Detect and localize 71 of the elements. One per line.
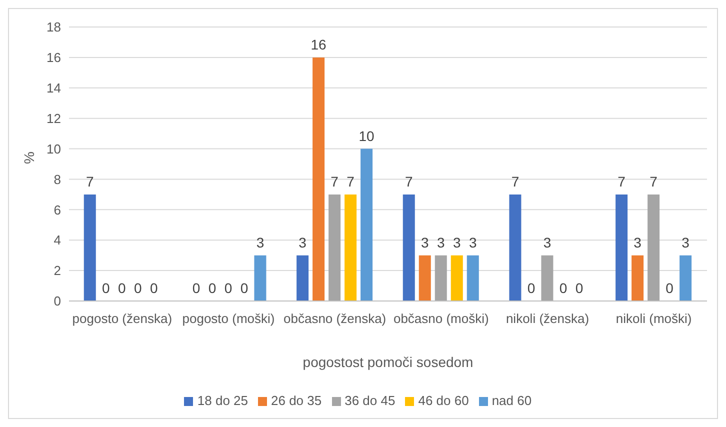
x-tick-label: nikoli (ženska) bbox=[506, 311, 590, 326]
bar bbox=[254, 255, 266, 301]
x-tick-label: pogosto (ženska) bbox=[72, 311, 172, 326]
bar bbox=[541, 255, 554, 301]
y-tick-label: 18 bbox=[46, 20, 61, 35]
bar bbox=[84, 194, 96, 301]
bar bbox=[434, 255, 447, 301]
data-label: 3 bbox=[256, 234, 264, 250]
bar bbox=[312, 57, 325, 301]
y-tick-label: 16 bbox=[46, 50, 61, 66]
data-label: 3 bbox=[634, 234, 642, 250]
data-label: 7 bbox=[330, 173, 339, 190]
data-label: 0 bbox=[559, 280, 568, 296]
data-label: 7 bbox=[511, 173, 520, 190]
data-label: 7 bbox=[86, 173, 94, 190]
y-tick-label: 14 bbox=[46, 80, 61, 96]
bar bbox=[450, 255, 463, 301]
data-label: 0 bbox=[102, 280, 110, 296]
bar bbox=[648, 194, 660, 301]
bar bbox=[509, 194, 522, 301]
y-tick-label: 8 bbox=[54, 172, 61, 187]
bar bbox=[328, 194, 341, 301]
data-label: 0 bbox=[666, 280, 674, 296]
legend-label: 26 do 35 bbox=[271, 393, 322, 408]
bar bbox=[616, 194, 628, 301]
x-tick-label: nikoli (moški) bbox=[616, 311, 692, 326]
data-label: 3 bbox=[543, 234, 552, 250]
data-label: 7 bbox=[404, 173, 413, 190]
data-label: 3 bbox=[468, 234, 477, 250]
data-label: 0 bbox=[208, 280, 216, 296]
y-tick-label: 10 bbox=[46, 141, 61, 156]
data-label: 0 bbox=[240, 280, 248, 296]
data-label: 16 bbox=[310, 36, 327, 52]
legend-label: 36 do 45 bbox=[344, 393, 396, 408]
y-tick-label: 6 bbox=[54, 202, 61, 218]
data-label: 3 bbox=[436, 234, 445, 250]
data-label: 0 bbox=[575, 280, 584, 296]
data-label: 0 bbox=[118, 280, 126, 296]
y-axis-title: % bbox=[20, 152, 37, 164]
bar bbox=[360, 148, 373, 301]
data-label: 7 bbox=[650, 173, 658, 190]
data-label: 0 bbox=[150, 280, 158, 296]
bar bbox=[632, 255, 644, 301]
y-tick-label: 12 bbox=[46, 110, 61, 126]
bar bbox=[344, 194, 357, 301]
y-tick-label: 4 bbox=[54, 232, 61, 248]
data-label: 3 bbox=[682, 234, 690, 250]
data-label: 0 bbox=[224, 280, 232, 296]
data-label: 10 bbox=[358, 128, 375, 144]
x-tick-label: pogosto (moški) bbox=[182, 311, 275, 326]
legend-label: 18 do 25 bbox=[197, 393, 248, 408]
y-tick-label: 0 bbox=[54, 294, 61, 309]
legend-label: 46 do 60 bbox=[418, 393, 469, 408]
data-label: 3 bbox=[420, 234, 429, 250]
data-label: 0 bbox=[192, 280, 200, 296]
data-label: 7 bbox=[346, 173, 355, 190]
x-axis-title: pogostost pomoči sosedom bbox=[302, 354, 474, 370]
bar bbox=[296, 255, 309, 301]
data-label: 3 bbox=[298, 234, 307, 250]
data-label: 0 bbox=[527, 280, 536, 296]
data-label: 3 bbox=[452, 234, 461, 250]
legend-label: nad 60 bbox=[492, 393, 532, 408]
data-label: 0 bbox=[134, 280, 142, 296]
y-tick-label: 2 bbox=[54, 263, 61, 278]
bar bbox=[466, 255, 479, 301]
data-label: 7 bbox=[618, 173, 626, 190]
bar bbox=[418, 255, 431, 301]
bar bbox=[680, 255, 692, 301]
x-tick-label: občasno (moški) bbox=[393, 311, 489, 326]
bar bbox=[402, 194, 415, 301]
x-tick-label: občasno (ženska) bbox=[284, 311, 386, 326]
